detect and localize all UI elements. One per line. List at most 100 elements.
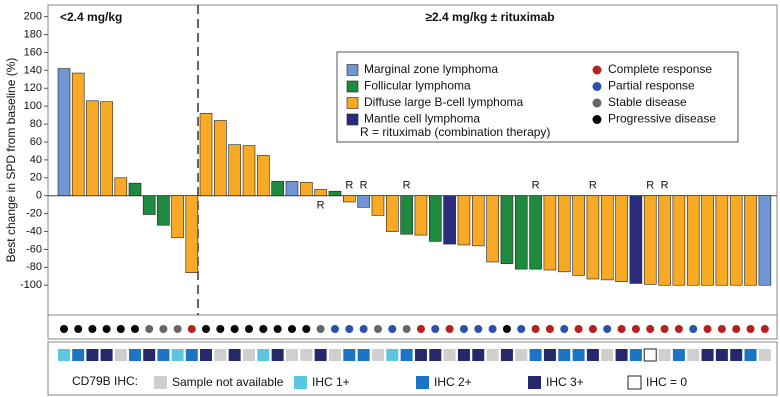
bar [342,195,356,203]
bar [500,195,514,265]
ihc-cell [643,348,657,362]
ihc-legend-swatch [528,376,541,389]
bar [629,195,643,284]
response-dot [388,325,397,333]
ihc-legend-swatch [416,376,429,389]
legend-label: Mantle cell lymphoma [364,112,480,126]
response-dot [187,325,196,333]
legend-label: Partial response [608,79,695,93]
ihc-cell [328,349,341,361]
bar [228,144,241,197]
group-label: ≥2.4 mg/kg ± rituximab [425,10,554,24]
response-dot [431,325,440,333]
ihc-cell [758,349,771,361]
bar [443,195,456,245]
y-tick-label: 60 [30,136,42,148]
bar [557,195,571,273]
ihc-cell [100,349,113,361]
legend-label: Diffuse large B-cell lymphoma [364,95,524,109]
response-dot [60,325,68,333]
response-dot [145,325,154,333]
ihc-cell [214,349,227,361]
ihc-cell [114,349,127,361]
y-tick-label: -60 [26,243,42,255]
response-dot [574,325,583,333]
ihc-legend-swatch [154,376,167,389]
response-dot [474,325,483,333]
ihc-legend-label: IHC = 0 [646,375,687,389]
ihc-cell [242,349,255,361]
response-dot [244,325,253,333]
ihc-cell [672,349,685,361]
ihc-cell [658,349,671,361]
response-dot [517,325,526,333]
ihc-cell [744,349,757,361]
bar [686,195,700,286]
bar [715,195,729,286]
y-tick-label: 140 [24,64,42,76]
bar [142,195,156,215]
ihc-cell [143,349,156,361]
bar [242,145,256,197]
combination-label: R [317,200,325,212]
bar [658,195,671,286]
bar [328,190,342,197]
ihc-legend-swatch [627,375,642,390]
combination-label: R [360,180,368,192]
y-tick-label: 180 [24,28,42,40]
legend-label: Complete response [608,62,712,76]
bar [214,120,227,197]
response-dot [102,325,111,333]
ihc-cell [615,349,628,361]
response-dot [359,325,368,333]
ihc-cell [472,349,485,361]
ihc-legend-label: IHC 2+ [434,375,472,389]
ihc-cell [285,349,298,361]
bar [114,177,128,197]
ihc-cell [457,349,470,361]
response-dot [202,325,210,333]
bar [543,195,557,271]
bar [314,189,327,197]
ihc-legend-label: IHC 3+ [546,375,584,389]
ihc-cell [701,349,714,361]
bar [643,195,657,285]
bar [529,195,542,270]
ihc-cell [429,349,442,361]
response-dot [116,325,125,333]
ihc-cell [586,349,599,361]
response-dot [131,325,139,333]
bar [414,195,428,236]
bar [400,195,413,235]
ihc-cell [72,349,85,361]
ihc-legend-swatch [294,376,307,389]
bar [672,195,686,286]
bar [385,195,399,232]
response-dot [259,325,268,333]
bar [128,182,142,197]
response-dot [273,325,282,333]
ihc-cell [257,349,270,361]
response-dot [287,325,296,333]
legend-dot [592,98,602,108]
ihc-cell [129,349,141,361]
bar [471,195,485,247]
response-dot [760,325,769,333]
ihc-cell [271,349,284,361]
response-dot [373,325,382,333]
ihc-cell [58,349,70,361]
response-dot [230,325,239,333]
response-dot [603,325,612,333]
combination-label: R [345,180,353,192]
y-tick-label: -20 [26,208,42,220]
y-tick-label: 120 [24,82,42,94]
y-tick-label: 100 [24,100,42,112]
response-dot [402,325,411,333]
combination-label: R [589,180,597,192]
y-tick-label: 200 [24,11,42,23]
bar [486,195,499,263]
y-tick-label: 40 [30,154,42,166]
response-dot [588,325,597,333]
